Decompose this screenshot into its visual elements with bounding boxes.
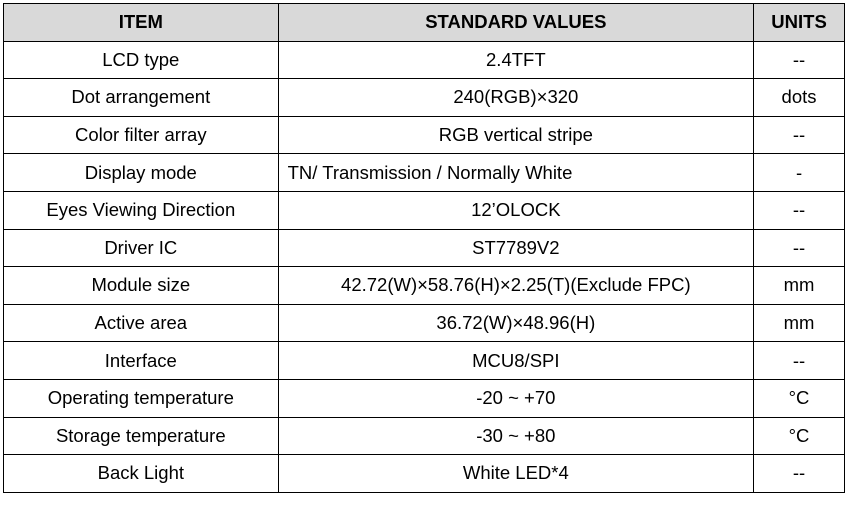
table-cell: TN/ Transmission / Normally White <box>277 153 755 192</box>
table-row: LCD type 2.4TFT -- <box>3 40 845 80</box>
table-cell: ST7789V2 <box>277 228 755 268</box>
table-cell: Back Light <box>3 454 279 493</box>
table-row: Dot arrangement 240(RGB)×320 dots <box>3 78 845 117</box>
header-cell: STANDARD VALUES <box>277 3 755 42</box>
table-cell: 12’OLOCK <box>277 190 755 230</box>
table-cell: Operating temperature <box>3 378 279 418</box>
table-cell: Active area <box>3 303 279 343</box>
spec-table: ITEM STANDARD VALUES UNITS LCD type 2.4TFT -… <box>3 3 845 493</box>
table-cell: Interface <box>3 341 279 380</box>
table-cell: mm <box>753 266 845 305</box>
table-body: LCD type 2.4TFT -- Dot arrangement 240(RGB)×… <box>3 40 845 493</box>
table-cell: -- <box>753 40 845 80</box>
table-cell: °C <box>753 416 845 456</box>
table-cell: Storage temperature <box>3 416 279 456</box>
table-cell: Driver IC <box>3 228 279 268</box>
table-cell: White LED*4 <box>277 454 755 493</box>
table-cell: -- <box>753 228 845 268</box>
table-row: Storage temperature -30 ~ +80 °C <box>3 416 845 456</box>
table-row: Eyes Viewing Direction 12’OLOCK -- <box>3 190 845 230</box>
table-cell: RGB vertical stripe <box>277 115 755 155</box>
table-cell: 36.72(W)×48.96(H) <box>277 303 755 343</box>
table-cell: 42.72(W)×58.76(H)×2.25(T)(Exclude FPC) <box>277 266 755 305</box>
table-cell: - <box>753 153 845 192</box>
table-cell: -- <box>753 115 845 155</box>
table-row: Color filter array RGB vertical stripe -- <box>3 115 845 155</box>
table-cell: dots <box>753 78 845 117</box>
table-cell: -- <box>753 341 845 380</box>
table-cell: Color filter array <box>3 115 279 155</box>
header-row: ITEM STANDARD VALUES UNITS <box>3 3 845 42</box>
table-row: Interface MCU8/SPI -- <box>3 341 845 380</box>
table-cell: -- <box>753 454 845 493</box>
table-cell: Module size <box>3 266 279 305</box>
table-row: Module size 42.72(W)×58.76(H)×2.25(T)(Exc… <box>3 266 845 305</box>
table-cell: 2.4TFT <box>277 40 755 80</box>
table-cell: Display mode <box>3 153 279 192</box>
table-row: Back Light White LED*4 -- <box>3 454 845 493</box>
header-cell: UNITS <box>753 3 845 42</box>
table-row: Driver IC ST7789V2 -- <box>3 228 845 268</box>
table-cell: 240(RGB)×320 <box>277 78 755 117</box>
header-cell: ITEM <box>3 3 279 42</box>
table-cell: °C <box>753 378 845 418</box>
table-cell: mm <box>753 303 845 343</box>
table-cell: Dot arrangement <box>3 78 279 117</box>
table-row: Operating temperature -20 ~ +70 °C <box>3 378 845 418</box>
table-row: Display mode TN/ Transmission / Normally … <box>3 153 845 192</box>
table-cell: LCD type <box>3 40 279 80</box>
table-cell: -- <box>753 190 845 230</box>
table-cell: Eyes Viewing Direction <box>3 190 279 230</box>
table-cell: MCU8/SPI <box>277 341 755 380</box>
table-cell: -30 ~ +80 <box>277 416 755 456</box>
table-cell: -20 ~ +70 <box>277 378 755 418</box>
table-row: Active area 36.72(W)×48.96(H) mm <box>3 303 845 343</box>
